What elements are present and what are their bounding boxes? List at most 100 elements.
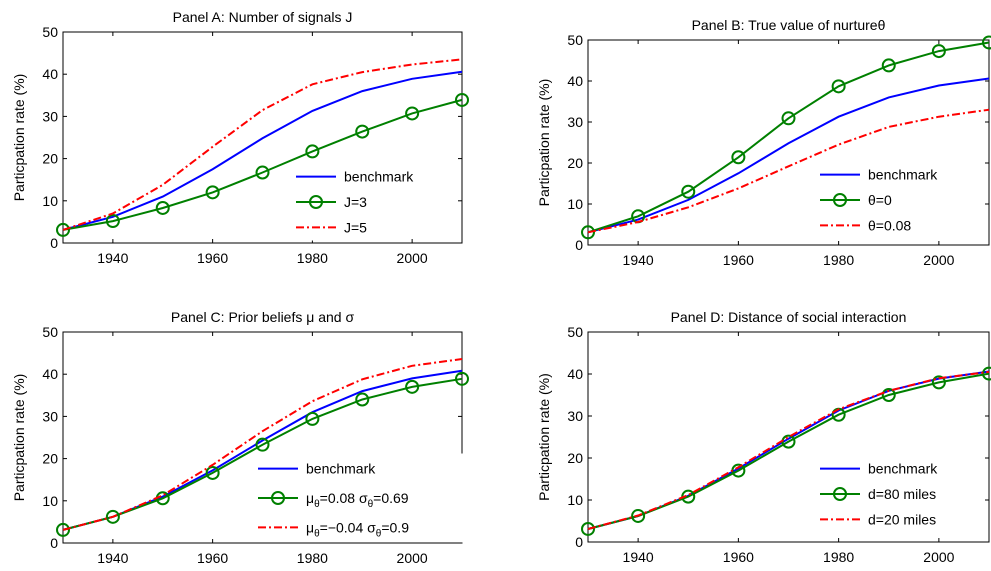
data-point-marker [831, 79, 846, 94]
y-axis-label: Particpation rate (%) [11, 74, 27, 202]
legend-label-3: J=5 [344, 219, 367, 235]
data-point-marker [155, 200, 170, 215]
data-point-marker [105, 214, 120, 229]
y-tick-label: 40 [567, 73, 583, 89]
y-tick-label: 50 [567, 32, 583, 48]
series-line-3 [62, 358, 463, 531]
y-tick-label: 50 [42, 324, 58, 340]
y-tick-label: 40 [567, 366, 583, 382]
x-tick-label: 1940 [97, 250, 128, 266]
data-point-marker [681, 184, 696, 199]
legend-label-2: J=3 [344, 194, 367, 210]
x-tick-label: 1980 [297, 550, 328, 566]
series-line-1 [587, 77, 990, 234]
panel-title: Panel B: True value of nurtureθ [692, 17, 886, 33]
data-point-marker [355, 392, 370, 407]
data-point-marker [305, 144, 320, 159]
x-tick-label: 1940 [97, 550, 128, 566]
data-point-marker [56, 222, 70, 237]
y-tick-label: 20 [42, 151, 58, 167]
panel-c: Panel C: Prior beliefs μ and σ 0 10 20 30 40 5… [11, 309, 469, 566]
y-tick-label: 10 [567, 196, 583, 212]
series-line-2 [587, 41, 990, 234]
y-tick-label: 40 [42, 66, 58, 82]
legend-label-1: benchmark [868, 461, 938, 477]
data-point-marker [405, 379, 420, 394]
y-tick-label: 30 [567, 408, 583, 424]
legend-label-1: benchmark [306, 461, 376, 477]
panel-title: Panel A: Number of signals J [173, 9, 353, 25]
data-point-marker [255, 437, 270, 452]
data-point-marker [881, 388, 896, 402]
data-point-marker [56, 522, 70, 537]
data-point-marker [781, 111, 796, 126]
data-point-marker [305, 411, 320, 426]
legend-label-3: μθ=−0.04 σθ=0.9 [306, 519, 409, 539]
series-line-2 [62, 98, 463, 231]
y-tick-label: 30 [42, 108, 58, 124]
y-tick-label: 50 [567, 324, 583, 340]
legend-marker [833, 193, 847, 207]
x-tick-label: 2000 [923, 549, 954, 565]
y-axis-label: Particpation rate (%) [536, 373, 552, 501]
y-tick-label: 0 [50, 235, 58, 251]
legend-label-1: benchmark [344, 169, 414, 185]
legend-label-2: μθ=0.08 σθ=0.69 [306, 490, 409, 510]
y-tick-label: 0 [575, 237, 583, 253]
series-line-3 [62, 58, 463, 231]
legend-label-2: d=80 miles [868, 486, 936, 502]
y-tick-label: 10 [42, 193, 58, 209]
y-tick-label: 0 [50, 535, 58, 551]
x-tick-label: 1980 [823, 549, 854, 565]
legend: benchmark d=80 miles d=20 miles [815, 455, 977, 533]
data-point-marker [631, 508, 646, 523]
y-tick-label: 40 [42, 366, 58, 382]
panel-title: Panel D: Distance of social interaction [671, 309, 907, 325]
x-tick-label: 1940 [623, 252, 654, 268]
legend-marker [309, 195, 323, 209]
data-point-marker [982, 35, 991, 50]
data-point-marker [355, 124, 370, 139]
series-line-1 [62, 70, 463, 231]
y-tick-label: 10 [567, 492, 583, 508]
y-axis-label: Particpation rate (%) [11, 374, 27, 502]
x-tick-label: 1960 [197, 250, 228, 266]
data-point-marker [205, 185, 220, 200]
data-point-marker [405, 106, 420, 121]
x-tick-label: 1980 [823, 252, 854, 268]
legend: benchmark J=3 J=5 [291, 163, 414, 241]
panel-b: Panel B: True value of nurtureθ 0 10 20 30 40… [536, 17, 991, 268]
legend-marker [271, 491, 285, 505]
panel-a: Panel A: Number of signals J 0 10 20 30 40 50 1… [11, 9, 469, 266]
data-point-marker [455, 92, 469, 107]
y-tick-label: 30 [42, 408, 58, 424]
x-tick-label: 1960 [723, 549, 754, 565]
x-tick-label: 1960 [723, 252, 754, 268]
y-tick-label: 20 [42, 451, 58, 467]
panel-title: Panel C: Prior beliefs μ and σ [171, 309, 355, 325]
data-point-marker [255, 165, 270, 180]
data-point-marker [881, 58, 896, 73]
x-tick-label: 2000 [397, 550, 428, 566]
y-tick-label: 10 [42, 493, 58, 509]
x-tick-label: 1940 [623, 549, 654, 565]
data-point-marker [205, 465, 220, 480]
y-tick-label: 20 [567, 450, 583, 466]
legend-label-2: θ=0 [868, 192, 892, 208]
data-point-marker [105, 509, 120, 524]
legend: benchmark μθ=0.08 σθ=0.69 μθ=−0.04 σθ=0.9 [253, 453, 463, 543]
legend-label-3: d=20 miles [868, 511, 936, 527]
data-point-marker [731, 150, 746, 165]
y-axis-label: Particpation rate (%) [536, 79, 552, 207]
x-tick-label: 1980 [297, 250, 328, 266]
x-tick-label: 2000 [923, 252, 954, 268]
x-tick-label: 2000 [397, 250, 428, 266]
legend-marker [833, 487, 847, 501]
y-tick-label: 20 [567, 155, 583, 171]
y-tick-label: 0 [575, 534, 583, 550]
legend-label-3: θ=0.08 [868, 217, 911, 233]
data-point-marker [931, 44, 946, 59]
x-tick-label: 1960 [197, 550, 228, 566]
series-line-3 [587, 370, 990, 530]
